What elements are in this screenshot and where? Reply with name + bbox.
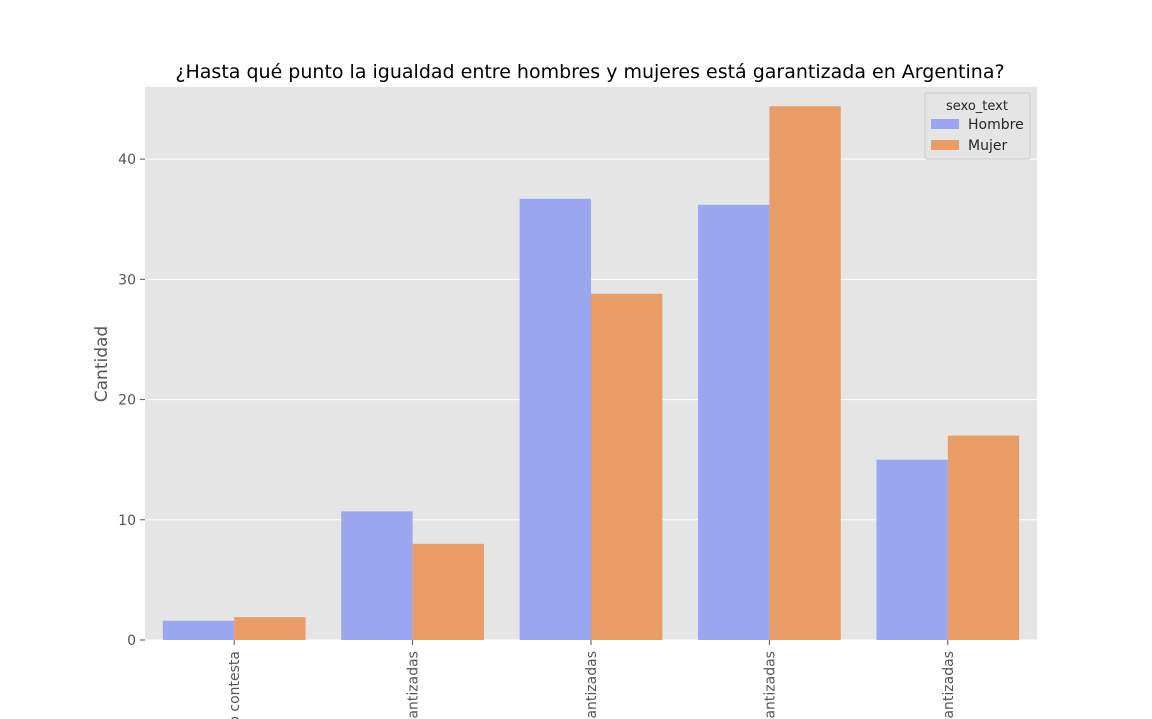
bar-hombre-3	[698, 204, 770, 640]
y-axis-label: Cantidad	[92, 326, 112, 402]
bar-hombre-2	[519, 198, 591, 640]
y-tick-label: 10	[118, 513, 136, 529]
y-tick-label: 0	[127, 633, 136, 649]
bar-mujer-3	[769, 106, 841, 640]
legend-label-mujer: Mujer	[968, 138, 1007, 154]
y-axis-ticks: 0 10 20 30 40	[118, 152, 145, 649]
x-tick-label: antizadas	[941, 651, 957, 719]
bar-hombre-1	[341, 511, 413, 640]
legend: sexo_text Hombre Mujer	[924, 92, 1031, 160]
x-tick-label: o contesta	[227, 651, 243, 719]
x-axis-ticks: o contesta antizadas antizadas antizadas ant…	[227, 640, 957, 719]
bar-hombre-0	[162, 620, 235, 640]
x-tick-label: antizadas	[406, 651, 422, 719]
legend-label-hombre: Hombre	[968, 117, 1024, 133]
bar-mujer-1	[412, 543, 484, 640]
legend-swatch-mujer	[931, 140, 959, 150]
bar-mujer-2	[591, 293, 663, 640]
x-tick-label: antizadas	[584, 651, 600, 719]
bars	[162, 106, 1020, 640]
legend-title: sexo_text	[946, 99, 1008, 114]
bar-hombre-4	[876, 459, 948, 640]
bar-mujer-0	[234, 617, 306, 640]
y-tick-label: 30	[118, 272, 136, 288]
legend-swatch-hombre	[931, 119, 959, 129]
bar-mujer-4	[947, 435, 1020, 640]
chart-title: ¿Hasta qué punto la igualdad entre hombr…	[175, 61, 1004, 83]
y-tick-label: 40	[118, 152, 136, 168]
y-tick-label: 20	[118, 393, 136, 409]
x-tick-label: antizadas	[762, 651, 778, 719]
